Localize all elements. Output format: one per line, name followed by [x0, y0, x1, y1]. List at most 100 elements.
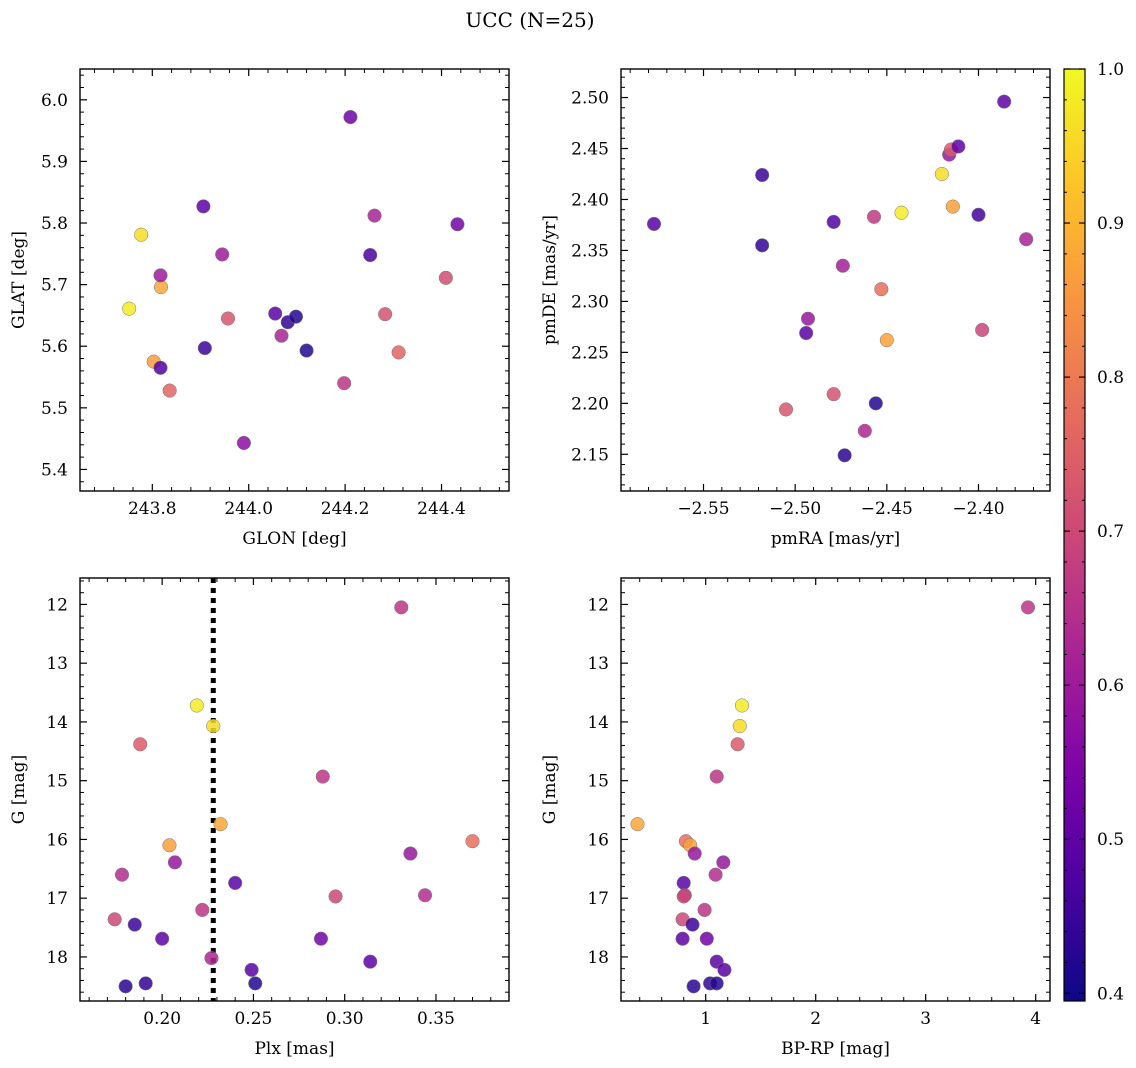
scatter-point [934, 166, 949, 182]
plot-frame [620, 577, 1051, 1002]
scatter-point [799, 325, 814, 341]
y-tick-label: 2.50 [571, 89, 609, 109]
scatter-point [363, 247, 378, 263]
scatter-point [153, 360, 168, 375]
scatter-point [709, 769, 724, 784]
scatter-point [857, 423, 872, 438]
scatter-point [971, 207, 986, 222]
colorbar-tick-label: 0.7 [1097, 522, 1124, 542]
scatter-point [196, 199, 211, 214]
x-tick-label: 0.20 [143, 1009, 181, 1029]
y-tick-label: 16 [587, 830, 609, 850]
panel-glon-glat: 243.8 244.0 244.2 244.4 5.4 5.5 5.6 5.7 5.8 5.9 6.… [9, 68, 510, 549]
colorbar: 0.4 0.5 0.6 0.7 0.8 0.9 1.0 [1063, 60, 1124, 1004]
scatter-point [189, 698, 204, 713]
scatter-point [204, 951, 219, 966]
x-tick-label: 4 [1030, 1009, 1041, 1029]
scatter-point [197, 341, 212, 356]
scatter-point [153, 268, 168, 283]
colorbar-tick-label: 0.9 [1097, 214, 1124, 234]
scatter-point [313, 931, 329, 946]
y-axis-label: GLAT [deg] [9, 231, 29, 329]
y-tick-label: 6.0 [41, 91, 68, 111]
scatter-point [220, 311, 236, 326]
scatter-point [268, 306, 283, 321]
scatter-point [716, 855, 731, 870]
scatter-point [206, 719, 221, 734]
y-tick-label: 5.9 [41, 152, 68, 172]
scatter-point [835, 258, 850, 273]
scatter-point [778, 402, 794, 417]
y-tick-label: 16 [46, 830, 68, 850]
x-tick-label: 1 [700, 1009, 711, 1029]
figure-title: UCC (N=25) [465, 8, 594, 32]
y-axis-label: G [mag] [540, 755, 560, 824]
x-tick-label: −2.55 [677, 499, 729, 519]
y-tick-label: 5.4 [41, 460, 68, 480]
scatter-point [717, 962, 732, 977]
scatter-point [274, 328, 289, 343]
scatter-point [328, 889, 343, 904]
panel-pmra-pmde: −2.55 −2.50 −2.45 −2.40 2.15 2.20 2.25 2.30 2.35… [540, 68, 1051, 549]
scatter-point [244, 962, 259, 977]
scatter-point [394, 600, 409, 615]
x-tick-label: 3 [920, 1009, 931, 1029]
y-tick-label: 5.6 [41, 337, 68, 357]
scatter-point [676, 875, 691, 890]
scatter-point [697, 902, 712, 917]
scatter-point [837, 448, 852, 463]
y-tick-label: 2.40 [571, 190, 609, 210]
x-tick-label: 244.2 [321, 499, 370, 519]
scatter-point [734, 698, 750, 713]
scatter-point [236, 435, 251, 450]
colorbar-tick-label: 0.5 [1097, 830, 1124, 850]
y-tick-label: 2.25 [571, 343, 609, 363]
scatter-point [874, 282, 889, 297]
scatter-point [997, 94, 1012, 109]
y-tick-label: 18 [46, 948, 68, 968]
scatter-point [879, 333, 894, 348]
colorbar-tick-label: 0.8 [1097, 368, 1124, 388]
scatter-point [213, 817, 228, 832]
scatter-point [630, 817, 645, 832]
colorbar-gradient [1063, 68, 1086, 1002]
scatter-point [248, 976, 263, 991]
x-axis-label: Plx [mas] [254, 1039, 334, 1059]
y-tick-label: 5.7 [41, 276, 68, 296]
scatter-point [122, 301, 137, 316]
y-tick-label: 13 [46, 654, 68, 674]
scatter-point [709, 976, 724, 991]
scatter-point [676, 889, 691, 904]
y-tick-label: 17 [46, 889, 68, 909]
scatter-point [687, 846, 702, 861]
x-tick-label: 0.30 [326, 1009, 364, 1029]
x-tick-label: 244.4 [417, 499, 466, 519]
y-tick-label: 14 [46, 713, 68, 733]
scatter-point [107, 912, 122, 927]
scatter-point [138, 976, 153, 991]
scatter-point [391, 345, 406, 360]
y-tick-label: 2.20 [571, 394, 609, 414]
scatter-point [945, 199, 960, 214]
scatter-point [114, 867, 130, 882]
colorbar-tick-label: 0.4 [1097, 984, 1124, 1004]
scatter-point [894, 205, 909, 220]
x-axis-label: pmRA [mas/yr] [771, 529, 900, 549]
scatter-point [155, 931, 170, 946]
scatter-point [685, 917, 700, 932]
y-tick-label: 2.15 [571, 445, 609, 465]
y-axis-label: G [mag] [9, 755, 29, 824]
scatter-point [118, 979, 133, 994]
scatter-point [228, 875, 243, 890]
plot-frame [620, 68, 1051, 492]
scatter-point [675, 931, 690, 946]
scatter-point [450, 217, 465, 232]
plot-frame [79, 68, 510, 492]
scatter-point [755, 238, 770, 253]
y-tick-label: 12 [46, 595, 68, 615]
scatter-point [866, 209, 882, 224]
scatter-point [133, 737, 148, 752]
scatter-point [162, 383, 177, 398]
scatter-point [315, 769, 330, 784]
